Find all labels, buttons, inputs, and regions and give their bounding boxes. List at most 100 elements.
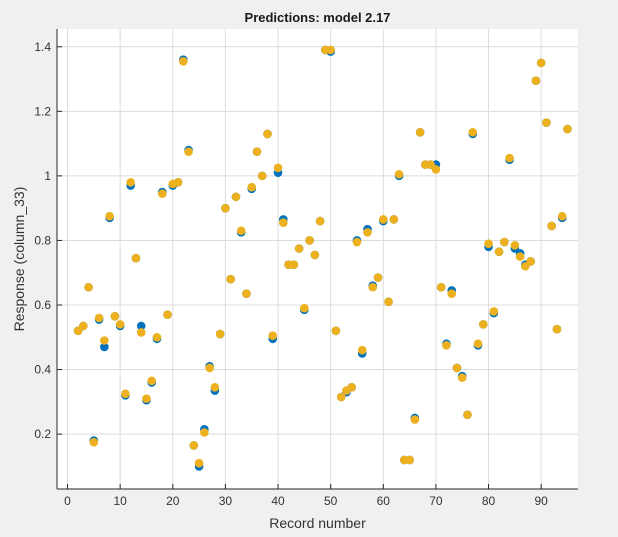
data-point: [484, 239, 493, 248]
data-point: [194, 458, 204, 468]
data-point: [505, 153, 514, 163]
data-point: [363, 228, 372, 237]
data-point: [136, 328, 146, 337]
data-point: [252, 147, 262, 156]
data-point: [447, 289, 456, 299]
data-point: [189, 441, 199, 450]
data-point: [215, 329, 225, 339]
data-point: [147, 376, 157, 386]
data-point: [357, 345, 367, 355]
data-point: [336, 392, 346, 402]
data-point: [300, 303, 309, 313]
data-point: [179, 56, 188, 66]
data-point: [200, 428, 209, 437]
data-point: [84, 282, 93, 292]
data-point: [436, 282, 446, 292]
chart-title: Predictions: model 2.17: [245, 10, 391, 25]
data-point: [142, 394, 151, 403]
data-point: [542, 118, 551, 127]
data-point: [563, 124, 572, 134]
data-point: [415, 127, 425, 137]
data-point: [442, 341, 451, 350]
x-tick-label: 40: [271, 494, 285, 508]
data-point: [126, 178, 135, 187]
data-point: [489, 307, 499, 316]
data-point: [205, 363, 214, 373]
data-point: [315, 216, 325, 226]
data-point: [278, 218, 288, 227]
data-point: [547, 221, 556, 231]
x-tick-label: 70: [429, 494, 443, 508]
data-point: [184, 147, 193, 156]
x-tick-label: 90: [534, 494, 548, 508]
data-point: [236, 226, 246, 236]
y-tick-label: 1: [44, 169, 51, 183]
x-tick-label: 30: [219, 494, 233, 508]
data-point: [410, 415, 420, 424]
x-tick-label: 0: [64, 494, 71, 508]
data-point: [221, 203, 230, 213]
data-point: [526, 257, 535, 266]
data-point: [100, 342, 109, 352]
data-point: [494, 247, 504, 257]
data-point: [347, 383, 357, 392]
data-point: [536, 58, 546, 68]
y-tick-label: 0.4: [34, 363, 51, 377]
data-point: [226, 274, 235, 284]
data-point: [384, 297, 393, 307]
data-point: [405, 455, 414, 465]
x-tick-label: 50: [324, 494, 338, 508]
data-point: [79, 321, 88, 331]
data-point: [510, 240, 520, 250]
data-point: [389, 215, 399, 224]
data-point: [331, 326, 341, 336]
x-tick-label: 10: [113, 494, 127, 508]
data-point: [173, 178, 183, 187]
data-point: [263, 129, 272, 139]
data-point: [242, 289, 251, 299]
y-axis-label: Response (column_33): [11, 187, 27, 332]
data-point: [557, 211, 567, 221]
data-point: [115, 320, 125, 329]
data-point: [552, 324, 562, 334]
data-point: [378, 215, 388, 224]
x-tick-label: 20: [166, 494, 180, 508]
x-tick-label: 60: [377, 494, 391, 508]
data-point: [473, 339, 483, 349]
data-point: [457, 373, 467, 382]
data-point: [431, 165, 441, 174]
series-2: [73, 45, 572, 468]
data-point: [257, 171, 267, 181]
data-point: [394, 169, 404, 179]
data-point: [326, 45, 335, 55]
data-point: [110, 311, 120, 321]
data-point: [268, 331, 278, 340]
data-point: [515, 252, 525, 261]
grid: [57, 29, 578, 489]
data-point: [373, 273, 383, 282]
x-axis-label: Record number: [269, 515, 366, 531]
data-point: [452, 363, 462, 373]
data-point: [152, 332, 162, 342]
data-point: [247, 182, 257, 192]
data-point: [478, 320, 488, 329]
data-point: [210, 383, 220, 392]
data-point: [231, 192, 241, 202]
data-point: [89, 437, 99, 447]
tick-labels: 0 10 20 30 40 50 60 70 80 90 0.2 0.4 0.6 0.8 1 1.2 1.4: [34, 40, 548, 508]
data-point: [310, 250, 320, 260]
data-point: [289, 260, 299, 269]
data-point: [157, 189, 167, 198]
axes: [56, 29, 578, 490]
data-point: [352, 237, 362, 247]
data-point: [105, 211, 114, 221]
plot-area: [57, 29, 578, 489]
data-point: [305, 236, 314, 245]
data-point: [136, 321, 146, 331]
data-point: [163, 310, 172, 319]
data-point: [463, 410, 472, 420]
data-point: [531, 76, 541, 85]
y-tick-label: 0.8: [34, 233, 51, 247]
data-points: [73, 45, 572, 471]
data-point: [468, 127, 478, 137]
